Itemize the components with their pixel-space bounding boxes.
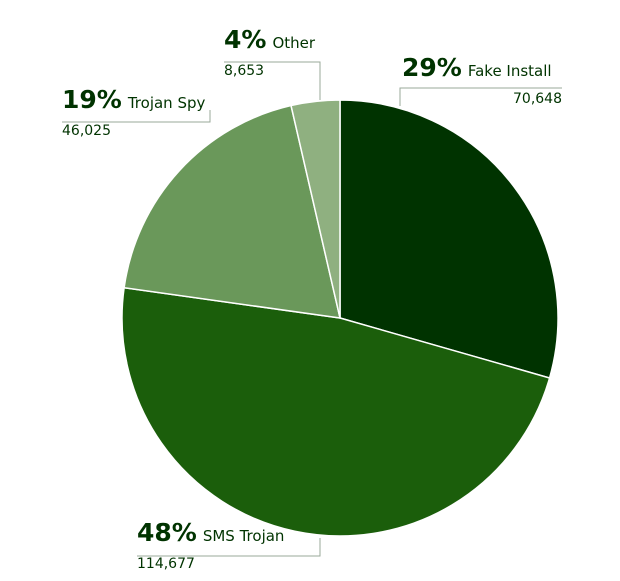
slice-label: 19% Trojan Spy [62,85,205,114]
slice-count: 8,653 [224,63,264,79]
leader-line [399,87,562,106]
slice-percent: 29% [402,53,462,82]
slice-count: 46,025 [62,123,111,139]
slice-percent: 48% [137,518,197,547]
pie-slice [290,99,341,319]
slice-name: Fake Install [468,62,552,80]
leader-line [224,61,321,100]
slice-name: Other [272,34,315,52]
leader-line [62,110,211,123]
pie-slice [123,104,341,319]
slice-label: 4% Other [224,25,316,54]
slice-count: 70,648 [513,91,562,107]
slice-label: 29% Fake Install [402,53,552,82]
slice-name: Trojan Spy [127,94,206,112]
slice-percent: 4% [224,25,266,54]
leader-line [137,538,321,557]
slice-percent: 19% [62,85,122,114]
pie-slice [121,286,551,537]
pie-slice [339,99,559,379]
slice-label: 48% SMS Trojan [137,518,284,547]
slice-name: SMS Trojan [203,527,285,545]
slice-count: 114,677 [137,556,195,572]
